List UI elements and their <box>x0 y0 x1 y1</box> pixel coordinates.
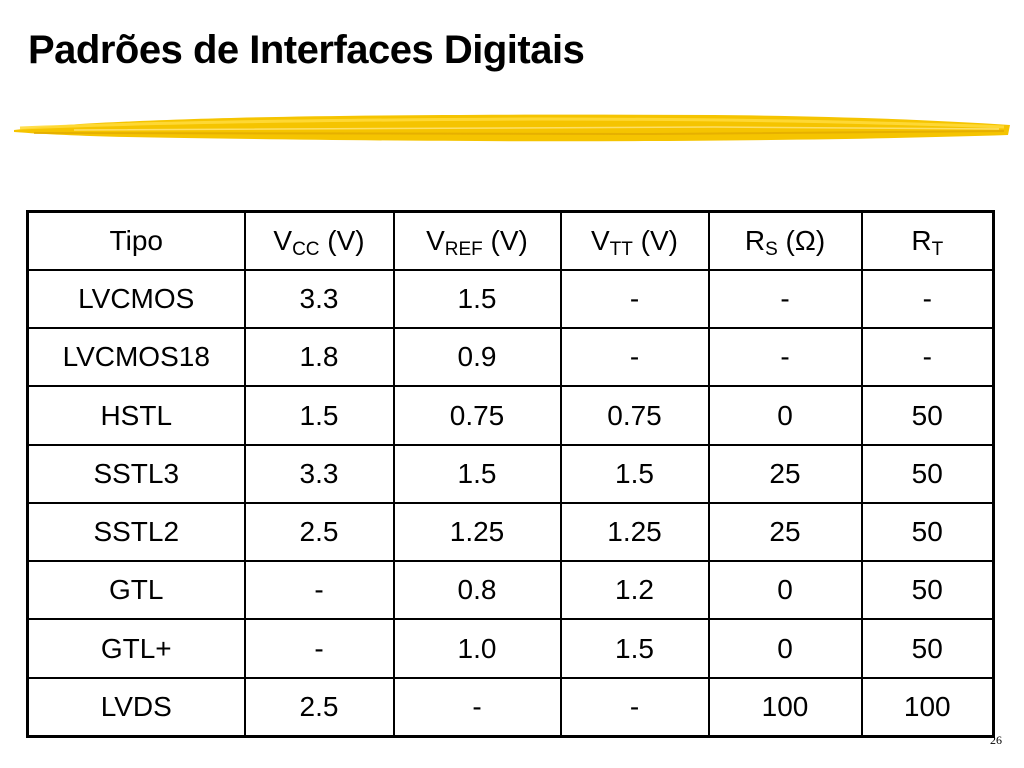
cell-rs: 0 <box>707 618 863 679</box>
cell-vref: 1.0 <box>392 618 562 679</box>
cell-vcc: - <box>243 618 395 679</box>
page-number: 26 <box>990 733 1002 747</box>
header-tipo: Tipo <box>26 210 246 271</box>
cell-rt: - <box>860 268 995 330</box>
table-row: LVCMOS18 1.8 0.9 - - - <box>26 327 995 388</box>
cell-tipo: LVDS <box>26 676 246 738</box>
cell-vref: 1.5 <box>392 268 562 330</box>
cell-vtt: 1.2 <box>559 560 710 621</box>
cell-tipo: LVCMOS18 <box>26 327 246 388</box>
cell-rt: 50 <box>860 501 995 563</box>
cell-vcc: 1.5 <box>243 385 395 446</box>
cell-rs: 25 <box>707 443 863 504</box>
cell-tipo: LVCMOS <box>26 268 246 330</box>
cell-tipo: SSTL2 <box>26 501 246 563</box>
header-vcc: VCC (V) <box>243 210 395 271</box>
cell-vref: 1.25 <box>392 501 562 563</box>
cell-vcc: 3.3 <box>243 268 395 330</box>
cell-rs: 0 <box>707 385 863 446</box>
table-header-row: Tipo VCC (V) VREF (V) VTT (V) RS (Ω) RT <box>26 210 995 271</box>
cell-vref: 0.9 <box>392 327 562 388</box>
cell-vref: 1.5 <box>392 443 562 504</box>
cell-vtt: 1.5 <box>559 618 710 679</box>
table-row: SSTL3 3.3 1.5 1.5 25 50 <box>26 443 995 504</box>
table-row: LVDS 2.5 - - 100 100 <box>26 676 995 738</box>
cell-rt: 50 <box>860 560 995 621</box>
cell-tipo: GTL+ <box>26 618 246 679</box>
cell-rs: 0 <box>707 560 863 621</box>
cell-rt: - <box>860 327 995 388</box>
cell-vref: - <box>392 676 562 738</box>
table-row: GTL+ - 1.0 1.5 0 50 <box>26 618 995 679</box>
cell-vref: 0.75 <box>392 385 562 446</box>
header-vref: VREF (V) <box>392 210 562 271</box>
cell-rt: 50 <box>860 385 995 446</box>
cell-rs: 100 <box>707 676 863 738</box>
slide-title: Padrões de Interfaces Digitais <box>28 28 585 72</box>
header-rt: RT <box>860 210 995 271</box>
cell-vcc: 1.8 <box>243 327 395 388</box>
interface-standards-table: Tipo VCC (V) VREF (V) VTT (V) RS (Ω) RT … <box>26 210 995 738</box>
cell-vtt: 1.25 <box>559 501 710 563</box>
cell-vcc: - <box>243 560 395 621</box>
table-row: LVCMOS 3.3 1.5 - - - <box>26 268 995 330</box>
table-row: SSTL2 2.5 1.25 1.25 25 50 <box>26 501 995 563</box>
cell-vref: 0.8 <box>392 560 562 621</box>
cell-tipo: HSTL <box>26 385 246 446</box>
table-row: HSTL 1.5 0.75 0.75 0 50 <box>26 385 995 446</box>
header-rs: RS (Ω) <box>707 210 863 271</box>
cell-vtt: - <box>559 327 710 388</box>
cell-vtt: 0.75 <box>559 385 710 446</box>
cell-vtt: 1.5 <box>559 443 710 504</box>
cell-tipo: GTL <box>26 560 246 621</box>
table-row: GTL - 0.8 1.2 0 50 <box>26 560 995 621</box>
cell-rt: 50 <box>860 443 995 504</box>
cell-vtt: - <box>559 268 710 330</box>
cell-vtt: - <box>559 676 710 738</box>
cell-rt: 100 <box>860 676 995 738</box>
cell-rs: 25 <box>707 501 863 563</box>
header-vtt: VTT (V) <box>559 210 710 271</box>
title-underline-brushstroke <box>14 114 1010 142</box>
cell-rs: - <box>707 268 863 330</box>
cell-vcc: 3.3 <box>243 443 395 504</box>
cell-tipo: SSTL3 <box>26 443 246 504</box>
cell-vcc: 2.5 <box>243 676 395 738</box>
cell-rs: - <box>707 327 863 388</box>
cell-rt: 50 <box>860 618 995 679</box>
cell-vcc: 2.5 <box>243 501 395 563</box>
